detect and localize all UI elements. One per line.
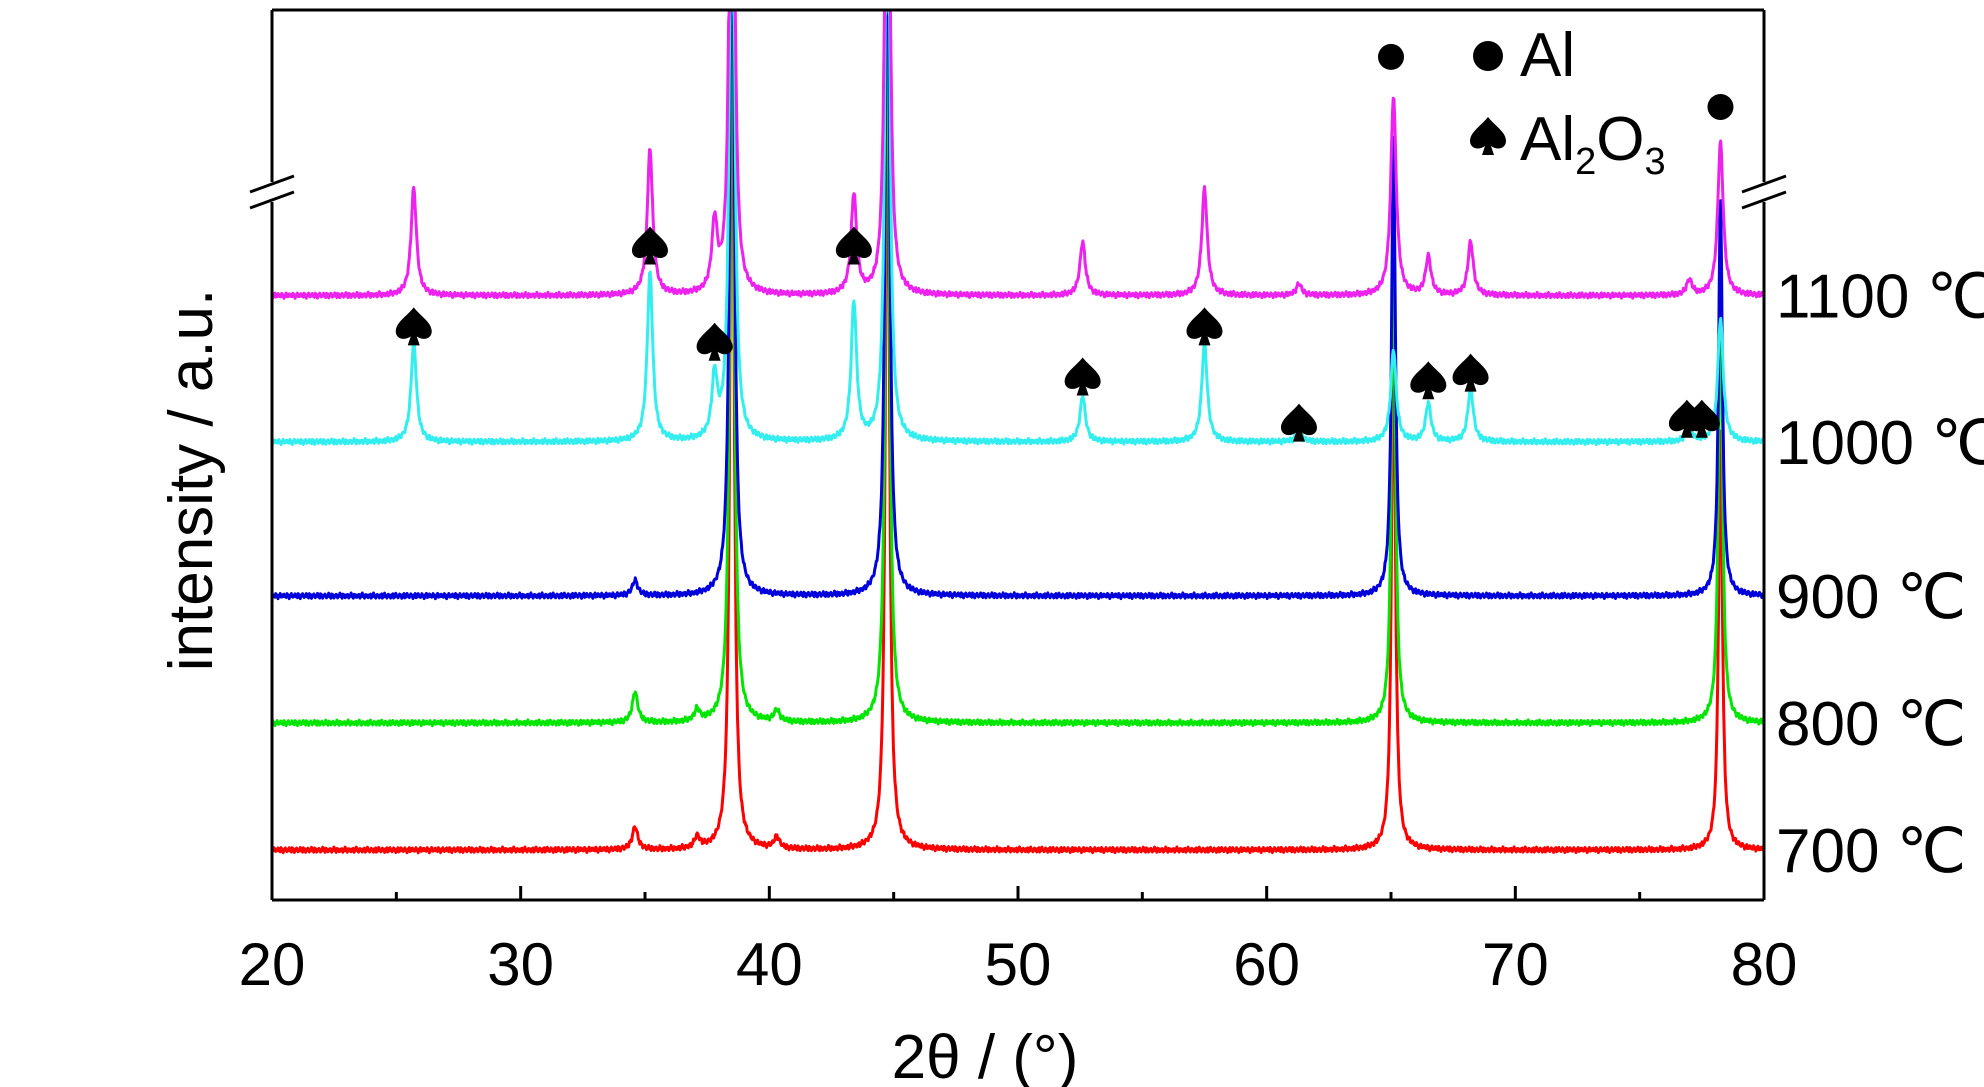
al2o3-spade-marker-14 xyxy=(1683,399,1720,438)
legend: Al Al2O3 xyxy=(1470,21,1666,183)
series-label-0: 700 ℃ xyxy=(1776,817,1966,886)
x-axis-label: 2θ / (°) xyxy=(892,1023,1079,1087)
al2o3-spade-marker-5 xyxy=(631,226,668,265)
al2o3-spade-marker-9 xyxy=(1186,307,1223,346)
axis-break-mark-1 xyxy=(249,190,295,210)
series-line-3 xyxy=(270,8,1765,447)
legend-spade-shape xyxy=(1470,117,1506,155)
series-label-2: 900 ℃ xyxy=(1776,563,1966,632)
al2o3-spade-marker-8 xyxy=(1064,357,1101,396)
al2o3-spade-marker-6 xyxy=(696,322,733,361)
legend-spade-marker xyxy=(1470,117,1506,155)
x-tick-label-30: 30 xyxy=(487,931,554,998)
series-labels: 700 ℃ 800 ℃ 900 ℃ 1000 ℃ 1100 ℃ xyxy=(1776,263,1984,886)
al2o3-spade-marker-10 xyxy=(1280,403,1317,442)
series-line-0 xyxy=(270,8,1765,855)
x-tick-label-20: 20 xyxy=(239,931,306,998)
axis-break-mark-0 xyxy=(249,174,295,194)
axis-break-mark-3 xyxy=(1741,190,1787,210)
series-label-1: 800 ℃ xyxy=(1776,690,1966,759)
x-tick-label-70: 70 xyxy=(1482,931,1549,998)
phase-markers xyxy=(395,43,1734,442)
axis-break-mark-2 xyxy=(1741,174,1787,194)
series-label-3: 1000 ℃ xyxy=(1776,409,1984,478)
al2o3-spade-marker-4 xyxy=(395,307,432,346)
legend-label-al2o3: Al2O3 xyxy=(1520,105,1666,183)
series-label-4: 1100 ℃ xyxy=(1776,263,1984,332)
series-lines xyxy=(270,8,1766,855)
series-line-4 xyxy=(270,8,1766,300)
x-tick-label-50: 50 xyxy=(985,931,1052,998)
x-tick-label-60: 60 xyxy=(1233,931,1300,998)
x-tick-label-80: 80 xyxy=(1731,931,1798,998)
legend-label-al: Al xyxy=(1520,21,1575,90)
al-circle-marker-2 xyxy=(1378,43,1404,70)
legend-circle-marker xyxy=(1473,41,1503,71)
x-tick-label-40: 40 xyxy=(736,931,803,998)
series-line-1 xyxy=(270,8,1766,728)
al-circle-marker-3 xyxy=(1707,93,1734,120)
series-line-2 xyxy=(271,8,1766,601)
al2o3-spade-marker-12 xyxy=(1452,353,1489,392)
al2o3-spade-marker-7 xyxy=(835,226,872,265)
x-axis-ticks: 20 30 40 50 60 70 80 xyxy=(239,886,1798,998)
al2o3-spade-marker-11 xyxy=(1410,361,1447,400)
y-axis-label: intensity / a.u. xyxy=(157,289,226,672)
